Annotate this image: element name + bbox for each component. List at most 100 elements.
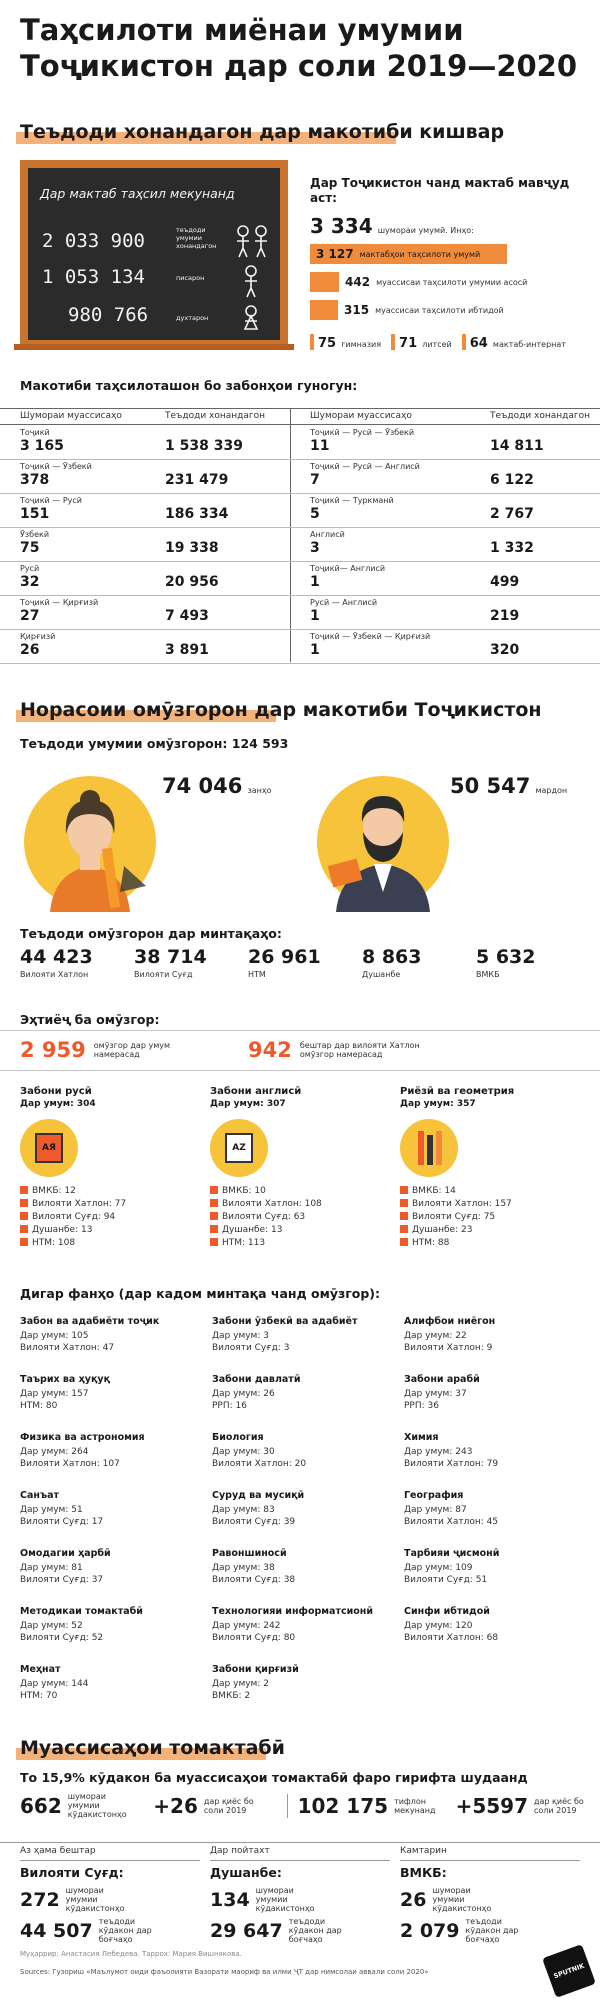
other-subject-name: Забони ӯзбекӣ ва адабиёт <box>212 1316 358 1327</box>
school-bar-value: 315 <box>344 303 370 317</box>
footer-sources: Sources: Гузориш «Маълумот оиди фаъолият… <box>20 1968 429 1976</box>
other-subject-region: РРП: 16 <box>212 1401 247 1411</box>
school-bar-label: мактабҳои таҳсилоти умумӣ <box>359 249 481 259</box>
other-subject-total: Дар умум: 157 <box>20 1389 89 1399</box>
other-subject-total: Дар умум: 37 <box>404 1389 467 1399</box>
subject-region-item: Вилояти Суғд: 63 <box>210 1211 400 1224</box>
subject-region-item: Вилояти Хатлон: 157 <box>400 1198 590 1211</box>
lang-row-language: Русӣ <box>20 564 40 573</box>
other-subject-region: Вилояти Хатлон: 20 <box>212 1459 307 1469</box>
other-subject-total: Дар умум: 83 <box>212 1505 275 1515</box>
book-icon: АЯ <box>20 1119 78 1177</box>
bullet-icon <box>210 1186 218 1194</box>
school-bar: 3 127 мактабҳои таҳсилоти умумӣ <box>310 244 507 264</box>
preschool-children: 44 507 теъдоди кӯдакон дар боғчаҳо <box>20 1917 152 1944</box>
bullet-icon <box>20 1199 28 1207</box>
preschool-column-divider <box>210 1860 390 1861</box>
other-subject-total: Дар умум: 264 <box>20 1447 89 1457</box>
lang-row-students: 1 332 <box>490 540 534 556</box>
region-value: 8 863 <box>362 946 422 968</box>
other-subject-total: Дар умум: 38 <box>212 1563 275 1573</box>
other-subject-region: Вилояти Суғд: 52 <box>20 1633 104 1643</box>
bullet-icon <box>210 1212 218 1220</box>
teachers-total: Теъдоди умумии омӯзгорон: 124 593 <box>20 736 289 751</box>
other-subject-name: Таърих ва ҳуқуқ <box>20 1374 111 1385</box>
other-subject-region: НТМ: 70 <box>20 1691 58 1701</box>
subject-region-text: Душанбе: 13 <box>222 1225 283 1235</box>
other-subject: Биология Дар умум: 30 Вилояти Хатлон: 20 <box>212 1432 404 1478</box>
lang-row-divider <box>0 663 290 664</box>
lang-row-students: 320 <box>490 642 520 658</box>
lang-row-divider <box>0 629 290 630</box>
subject-region-text: ВМКБ: 14 <box>412 1186 456 1196</box>
chalkboard-ledge <box>14 344 294 350</box>
school-bar-label: муассисаи таҳсилоти ибтидоӣ <box>375 305 504 315</box>
lang-row-language: Тоҷикӣ — Русӣ — Ӯзбекӣ <box>310 428 415 437</box>
region-item: 44 423 Вилояти Хатлон <box>20 946 134 979</box>
other-subject-total: Дар умум: 243 <box>404 1447 473 1457</box>
lang-row-divider <box>290 595 600 596</box>
subject-region-text: Вилояти Хатлон: 157 <box>412 1199 512 1209</box>
lang-row-divider <box>290 459 600 460</box>
lang-row-institutions: 27 <box>20 608 40 624</box>
preschool-region: Вилояти Суғд: <box>20 1865 124 1880</box>
other-subject-total: Дар умум: 105 <box>20 1331 89 1341</box>
subject-region-text: Вилояти Суғд: 63 <box>222 1212 306 1222</box>
region-value: 44 423 <box>20 946 93 968</box>
board-title: Дар мактаб таҳсил мекунанд <box>40 186 235 201</box>
subject-icon-label: AZ <box>225 1133 253 1163</box>
other-subject-region: Вилояти Хатлон: 68 <box>404 1633 499 1643</box>
other-subject: Физика ва астрономия Дар умум: 264 Вилояти… <box>20 1432 212 1478</box>
region-item: 5 632 ВМКБ <box>476 946 590 979</box>
subject-region-item: НТМ: 113 <box>210 1237 400 1250</box>
book-icon: AZ <box>210 1119 268 1177</box>
other-subject-region: Вилояти Хатлон: 47 <box>20 1343 115 1353</box>
other-subject: Алифбои ниёгон Дар умум: 22 Вилояти Хатлон… <box>404 1316 590 1362</box>
subject-region-item: Душанбе: 23 <box>400 1224 590 1237</box>
other-subject-region: Вилояти Хатлон: 45 <box>404 1517 499 1527</box>
region-label: Вилояти Суғд <box>134 970 193 979</box>
other-subject-region: ВМКБ: 2 <box>212 1691 251 1701</box>
lang-row-divider <box>290 561 600 562</box>
subject-region-item: Вилояти Суғд: 94 <box>20 1211 210 1224</box>
preschool-stat-children: 102 175 тифлон мекунанд <box>297 1793 436 1818</box>
schools-title: Дар Тоҷикистон чанд мактаб мавҷуд аст: <box>310 176 570 205</box>
school-bar-row: 3 127 мактабҳои таҳсилоти умумӣ <box>310 244 590 264</box>
other-subject-name: Тарбияи ҷисмонӣ <box>404 1548 500 1559</box>
lang-row-students: 231 479 <box>165 472 229 488</box>
subject-region-text: НТМ: 113 <box>222 1238 266 1248</box>
other-subject-region: Вилояти Суғд: 37 <box>20 1575 104 1585</box>
lang-row-institutions: 1 <box>310 608 320 624</box>
lang-table-head-inst-right: Шумораи муассисаҳо <box>310 411 412 421</box>
small-item-boarding: 64 мактаб-интернат <box>461 332 566 351</box>
bullet-icon <box>210 1199 218 1207</box>
chalkboard: Дар мактаб таҳсил мекунанд 2 033 900 теъ… <box>28 168 280 340</box>
other-subject: Забони қирғизӣ Дар умум: 2 ВМКБ: 2 <box>212 1664 404 1710</box>
bullet-icon <box>400 1238 408 1246</box>
subjects-row: Забони русӣ Дар умум: 304 АЯ ВМКБ: 12 Вилоят… <box>20 1086 590 1250</box>
other-subject: Равоншиносӣ Дар умум: 38 Вилояти Суғд: 38 <box>212 1548 404 1594</box>
subject-card: Забони англисӣ Дар умум: 307 AZ ВМКБ: 10 Вил… <box>210 1086 400 1250</box>
preschool-column-divider <box>400 1860 580 1861</box>
other-subject-total: Дар умум: 87 <box>404 1505 467 1515</box>
other-subject-region: Вилояти Хатлон: 79 <box>404 1459 499 1469</box>
regions-row: 44 423 Вилояти Хатлон 38 714 Вилояти Суғд 26… <box>20 946 590 979</box>
lang-row-divider <box>0 595 290 596</box>
other-subject-name: Меҳнат <box>20 1664 61 1675</box>
lang-row-institutions: 3 165 <box>20 438 64 454</box>
region-label: Вилояти Хатлон <box>20 970 89 979</box>
bullet-icon <box>400 1212 408 1220</box>
subject-region-text: ВМКБ: 10 <box>222 1186 266 1196</box>
other-subject-name: Забони давлатӣ <box>212 1374 301 1385</box>
bullet-icon <box>210 1238 218 1246</box>
board-girls-value: 980 766 <box>68 304 149 326</box>
lang-table-head-stud-right: Теъдоди хонандагон <box>490 411 591 421</box>
heading-highlight <box>16 132 396 144</box>
preschool-kindergartens: 272 шумораи умумии кӯдакистонҳо <box>20 1886 125 1913</box>
bullet-icon <box>210 1225 218 1233</box>
lang-row-institutions: 1 <box>310 574 320 590</box>
subject-total: Дар умум: 304 <box>20 1099 96 1109</box>
other-subject: Меҳнат Дар умум: 144 НТМ: 70 <box>20 1664 212 1710</box>
section-preschool-heading: Муассисаҳои томактабӣ <box>0 1736 600 1766</box>
preschool-region: ВМКБ: <box>400 1865 447 1880</box>
